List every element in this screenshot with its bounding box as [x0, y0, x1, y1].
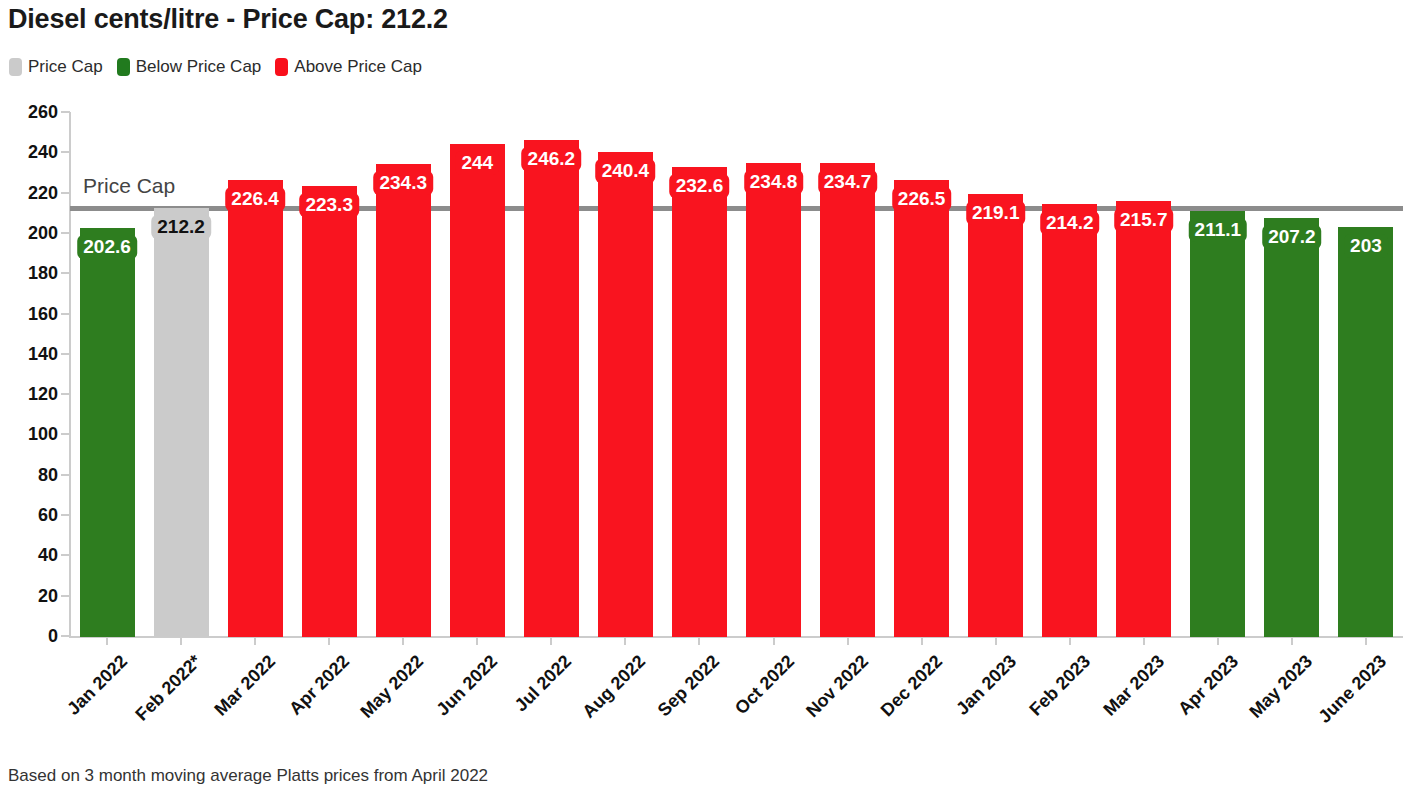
bar-value-label: 203 — [1344, 234, 1388, 258]
y-axis-label: 220 — [0, 182, 58, 204]
x-axis-tick — [847, 638, 849, 645]
bar-value-label: 226.4 — [225, 187, 285, 211]
x-axis-tick — [921, 638, 923, 645]
x-axis-label: May 2023 — [1182, 651, 1317, 786]
x-axis-tick — [698, 638, 700, 645]
y-axis-label: 80 — [0, 464, 58, 486]
y-axis-label: 180 — [0, 262, 58, 284]
bar-value-label: 234.3 — [373, 171, 433, 195]
x-axis-tick — [550, 638, 552, 645]
bar — [968, 194, 1023, 637]
x-axis-tick — [180, 638, 182, 645]
legend-swatch-icon — [9, 58, 22, 76]
bar-value-label: 226.5 — [892, 187, 952, 211]
x-axis-label: June 2023 — [1256, 651, 1391, 786]
bar-value-label: 240.4 — [596, 159, 656, 183]
x-axis-tick — [1217, 638, 1219, 645]
bar — [598, 152, 653, 637]
x-axis-label: Mar 2023 — [1034, 651, 1169, 786]
y-axis-label: 20 — [0, 585, 58, 607]
y-axis-label: 100 — [0, 423, 58, 445]
x-axis-tick — [328, 638, 330, 645]
bar-value-label: 202.6 — [77, 235, 137, 259]
bar-value-label: 234.7 — [818, 170, 878, 194]
bar — [524, 140, 579, 637]
bar — [154, 208, 209, 637]
bar-value-label: 232.6 — [670, 174, 730, 198]
x-axis-label: Dec 2022 — [811, 651, 946, 786]
legend-label: Below Price Cap — [136, 58, 262, 76]
bar — [1042, 204, 1097, 637]
chart-title: Diesel cents/litre - Price Cap: 212.2 — [8, 4, 448, 35]
legend-item: Below Price Cap — [117, 58, 262, 76]
bar — [894, 180, 949, 637]
y-axis-label: 40 — [0, 544, 58, 566]
legend-label: Price Cap — [28, 58, 103, 76]
x-axis-label: Apr 2023 — [1108, 651, 1243, 786]
bar — [228, 180, 283, 637]
x-axis-tick — [1069, 638, 1071, 645]
legend-swatch-icon — [275, 58, 288, 76]
bar-value-label: 214.2 — [1040, 211, 1100, 235]
bar-value-label: 246.2 — [522, 147, 582, 171]
y-axis-label: 240 — [0, 141, 58, 163]
y-axis-label: 60 — [0, 504, 58, 526]
x-axis-tick — [773, 638, 775, 645]
y-axis-label: 160 — [0, 303, 58, 325]
bar-value-label: 244 — [455, 151, 499, 175]
bar-value-label: 219.1 — [966, 201, 1026, 225]
y-axis-line — [69, 112, 71, 638]
x-axis-tick — [254, 638, 256, 645]
legend: Price Cap Below Price Cap Above Price Cap — [9, 58, 436, 76]
bar — [1190, 211, 1245, 637]
legend-swatch-icon — [117, 58, 130, 76]
bar — [672, 167, 727, 637]
y-axis-label: 120 — [0, 383, 58, 405]
y-axis-label: 260 — [0, 101, 58, 123]
x-axis-tick — [1365, 638, 1367, 645]
bar-value-label: 234.8 — [744, 170, 804, 194]
x-axis-tick — [995, 638, 997, 645]
y-axis-label: 0 — [0, 625, 58, 647]
x-axis-tick — [1143, 638, 1145, 645]
bar — [302, 186, 357, 637]
x-axis-label: Jul 2022 — [441, 651, 576, 786]
diesel-price-cap-chart: Diesel cents/litre - Price Cap: 212.2 Pr… — [0, 0, 1421, 801]
bar — [80, 228, 135, 637]
bar-value-label: 212.2 — [151, 215, 211, 239]
x-axis-label: Aug 2022 — [515, 651, 650, 786]
price-cap-annotation: Price Cap — [83, 174, 175, 198]
bar-value-label: 215.7 — [1114, 208, 1174, 232]
bar — [1338, 227, 1393, 637]
bar-value-label: 211.1 — [1189, 218, 1248, 242]
x-axis-tick — [476, 638, 478, 645]
bar — [1116, 201, 1171, 637]
bar — [1264, 218, 1319, 637]
x-axis-tick — [1291, 638, 1293, 645]
legend-item: Price Cap — [9, 58, 103, 76]
x-axis-label: Nov 2022 — [737, 651, 872, 786]
bar — [376, 164, 431, 637]
bar — [820, 163, 875, 637]
y-axis-label: 200 — [0, 222, 58, 244]
x-axis-label: Oct 2022 — [663, 651, 798, 786]
x-axis-label: Sep 2022 — [589, 651, 724, 786]
x-axis-tick — [402, 638, 404, 645]
legend-item: Above Price Cap — [275, 58, 422, 76]
x-axis-tick — [624, 638, 626, 645]
bar — [746, 163, 801, 637]
x-axis-tick — [106, 638, 108, 645]
y-axis-label: 140 — [0, 343, 58, 365]
bar-value-label: 207.2 — [1262, 225, 1322, 249]
x-axis-label: Jan 2023 — [885, 651, 1020, 786]
bar-value-label: 223.3 — [299, 193, 359, 217]
bar — [450, 144, 505, 637]
x-axis-label: Feb 2023 — [960, 651, 1095, 786]
legend-label: Above Price Cap — [294, 58, 422, 76]
